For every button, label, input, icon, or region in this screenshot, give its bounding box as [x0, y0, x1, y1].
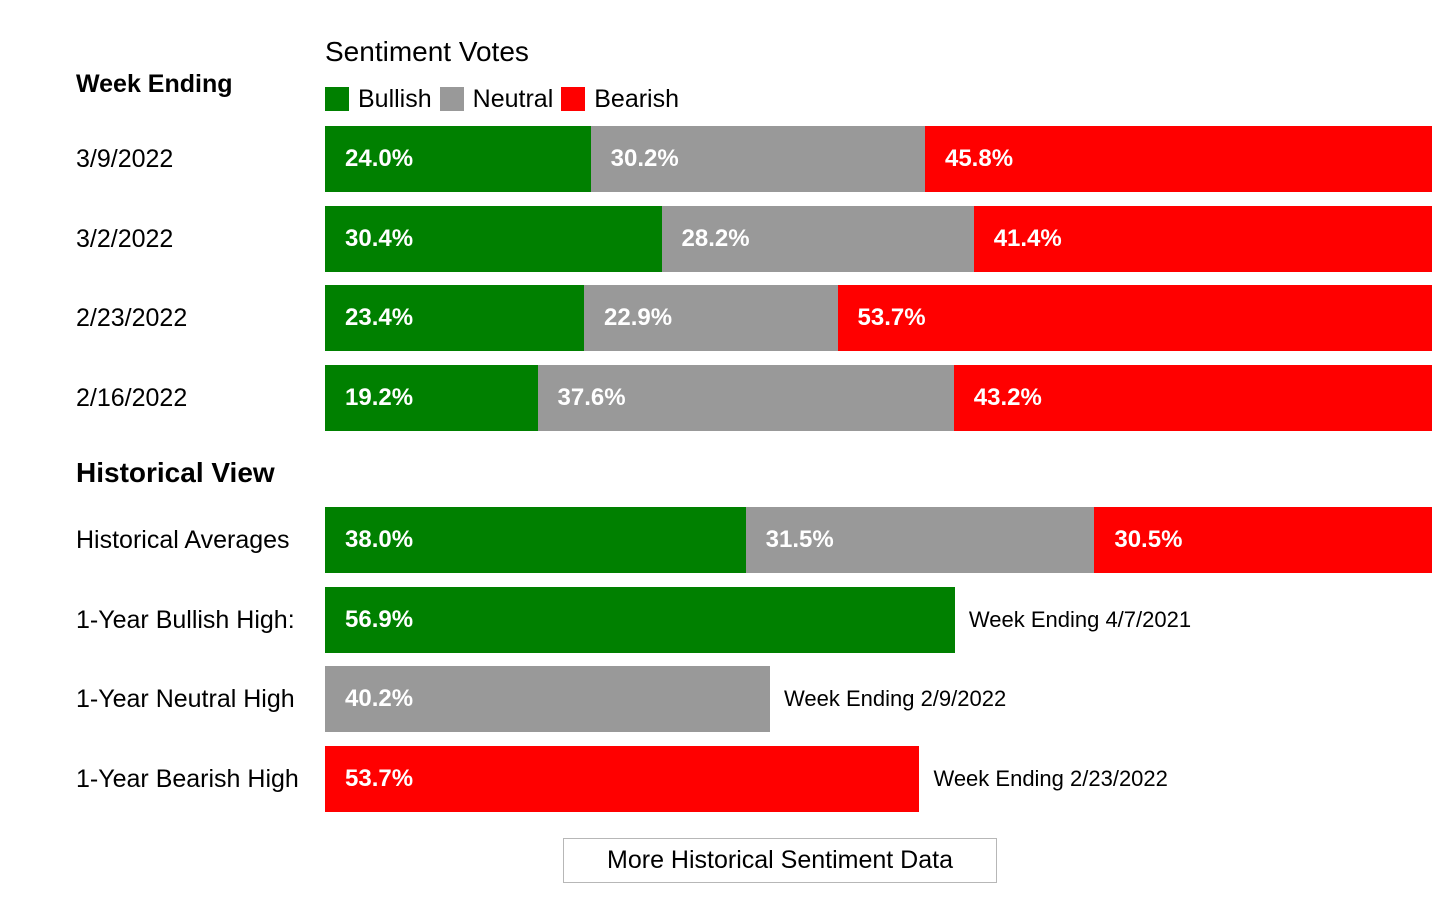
- row-label-historical-averages: Historical Averages: [76, 526, 290, 554]
- bar-value-label: 53.7%: [857, 304, 926, 331]
- more-historical-data-button[interactable]: More Historical Sentiment Data: [563, 838, 997, 883]
- bar-value-label: 31.5%: [765, 526, 834, 553]
- bar-segment-bearish: 45.8%: [924, 126, 1432, 192]
- bar-value-label: 37.6%: [557, 384, 626, 411]
- bar-value-label: 30.5%: [1114, 526, 1183, 553]
- bar-segment-bullish: 30.4%: [325, 206, 662, 272]
- high-week-note: Week Ending 4/7/2021: [968, 607, 1192, 632]
- bar-segment-bearish: 30.5%: [1094, 507, 1432, 573]
- legend-swatch-bullish: [325, 87, 349, 111]
- stacked-bar-2-23-2022: 23.4% 22.9% 53.7%: [325, 285, 1432, 351]
- bar-segment-bullish: 19.2%: [325, 365, 538, 431]
- bar-segment-bullish: 24.0%: [325, 126, 591, 192]
- bar-value-label: 40.2%: [345, 685, 414, 712]
- historical-view-title: Historical View: [76, 457, 275, 488]
- bar-segment-neutral: 30.2%: [590, 126, 925, 192]
- bar-value-label: 38.0%: [345, 526, 414, 553]
- bar-value-label: 56.9%: [345, 606, 414, 633]
- bar-segment-bearish: 53.7%: [837, 285, 1432, 351]
- high-bar-1-year-neutral-high: 40.2%: [325, 666, 770, 732]
- row-label-3-9-2022: 3/9/2022: [76, 145, 174, 173]
- bar-value-label: 30.2%: [610, 145, 679, 172]
- bar-value-label: 22.9%: [604, 304, 673, 331]
- bar-value-label: 45.8%: [944, 145, 1014, 172]
- legend-item-neutral: Neutral: [439, 84, 554, 114]
- bar-segment-bullish: 23.4%: [325, 285, 585, 351]
- high-bar-1-year-bearish-high: 53.7%: [325, 746, 920, 812]
- row-label-2-16-2022: 2/16/2022: [76, 384, 188, 412]
- legend-label-bullish: Bullish: [358, 84, 432, 113]
- bar-value-label: 53.7%: [345, 765, 414, 792]
- legend-label-neutral: Neutral: [472, 84, 554, 113]
- bar-segment-neutral: 31.5%: [745, 507, 1095, 573]
- week-ending-header: Week Ending: [76, 70, 233, 98]
- legend: Bullish Neutral Bearish: [325, 85, 687, 113]
- legend-item-bearish: Bearish: [561, 85, 679, 114]
- stacked-bar-3-9-2022: 24.0% 30.2% 45.8%: [325, 126, 1432, 192]
- bar-segment-neutral: 28.2%: [661, 206, 974, 272]
- bar-segment-bullish: 38.0%: [325, 507, 746, 573]
- row-label-1-year-bullish-high: 1-Year Bullish High:: [76, 606, 295, 634]
- bar-segment-bearish: 43.2%: [953, 365, 1432, 431]
- legend-item-bullish: Bullish: [325, 85, 432, 114]
- bar-value-label: 30.4%: [345, 225, 414, 252]
- stacked-bar-2-16-2022: 19.2% 37.6% 43.2%: [325, 365, 1432, 431]
- row-label-1-year-neutral-high: 1-Year Neutral High: [76, 685, 295, 713]
- bar-value-label: 28.2%: [681, 225, 750, 252]
- stacked-bar-historical-averages: 38.0% 31.5% 30.5%: [325, 507, 1432, 573]
- bar-segment-neutral: 37.6%: [537, 365, 954, 431]
- row-label-2-23-2022: 2/23/2022: [76, 304, 188, 332]
- stacked-bar-3-2-2022: 30.4% 28.2% 41.4%: [325, 206, 1432, 272]
- bar-value-label: 43.2%: [973, 384, 1042, 411]
- high-week-note: Week Ending 2/23/2022: [933, 766, 1168, 791]
- bar-value-label: 41.4%: [993, 225, 1062, 252]
- bar-value-label: 19.2%: [345, 384, 414, 411]
- legend-swatch-bearish: [561, 87, 586, 111]
- row-label-1-year-bearish-high: 1-Year Bearish High: [76, 765, 299, 793]
- high-week-note: Week Ending 2/9/2022: [784, 686, 1007, 711]
- legend-label-bearish: Bearish: [594, 84, 680, 113]
- bar-segment-bearish: 41.4%: [973, 206, 1432, 272]
- high-bar-1-year-bullish-high: 56.9%: [325, 587, 955, 653]
- sentiment-votes-title: Sentiment Votes: [325, 36, 529, 67]
- bar-segment-neutral: 22.9%: [584, 285, 838, 351]
- bar-value-label: 23.4%: [345, 304, 414, 331]
- row-label-3-2-2022: 3/2/2022: [76, 225, 174, 253]
- legend-swatch-neutral: [439, 87, 464, 111]
- bar-value-label: 24.0%: [345, 145, 414, 172]
